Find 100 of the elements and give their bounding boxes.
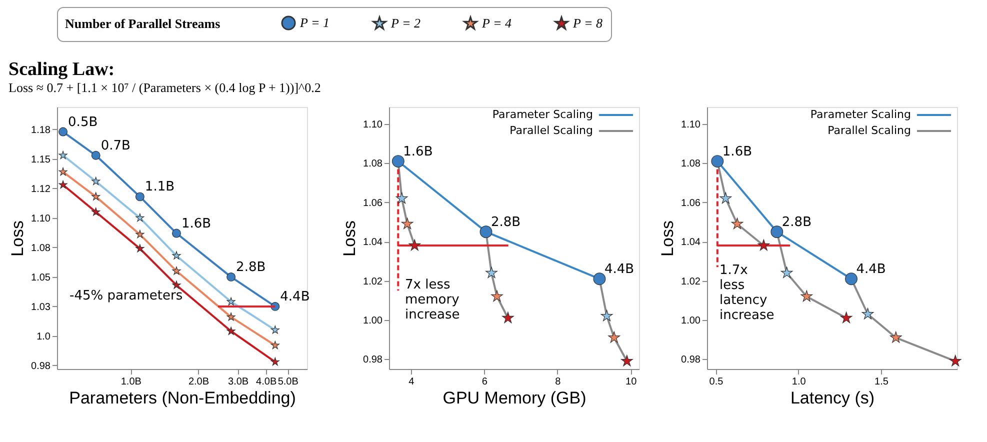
y-tick-label: 0.98 [31,360,51,372]
point [480,226,492,238]
point [845,272,858,286]
y-tick-label: 1.08 [363,158,383,170]
point [396,192,408,204]
legend-label: Parallel Scaling [828,124,911,137]
x-axis-title: GPU Memory (GB) [442,388,586,408]
point [620,354,633,366]
y-tick-label: 1.04 [363,237,383,248]
point [890,331,902,343]
annotation: 7x less memory increase [404,278,460,323]
point [600,310,613,322]
y-tick-label: 1.08 [31,242,51,254]
x-tick-label: 4 [408,376,415,388]
x-tick-label: 1.0 [792,376,806,388]
point [711,155,724,168]
x-tick-label: 4.0B [256,376,277,388]
annotation: 0.5B [68,114,98,130]
x-tick-label: 2.0B [188,376,210,388]
point [720,192,732,204]
y-tick-label: 1.10 [681,120,701,131]
legend-label: P = 1 [299,14,330,30]
legend-label: P = 4 [481,16,512,31]
point [92,192,100,200]
point [270,340,280,350]
point [136,213,144,222]
point [92,208,100,216]
point [136,244,144,252]
annotation: 2.8B [782,214,812,230]
y-tick-label: 1.05 [31,272,51,284]
annotation: 4.4B [856,262,886,277]
point [840,312,852,324]
point [862,308,874,320]
y-tick-label: 1.15 [31,154,51,166]
y-tick-label: 0.98 [363,354,383,366]
y-tick-label: 1.02 [681,276,701,288]
point [608,331,620,343]
point [92,176,100,186]
point [392,155,404,168]
y-axis-title: Loss [658,220,678,256]
point [408,239,421,251]
y-tick-label: 1.04 [681,237,701,248]
y-tick-label: 1.00 [681,316,701,327]
x-tick-label: 6 [482,376,488,388]
point [270,357,280,366]
point [226,272,236,282]
y-tick-label: 1.12 [31,184,51,195]
y-tick-label: 1.18 [31,124,51,136]
y-tick-label: 1.10 [363,120,383,131]
annotation: 1.7x less latency increase [720,263,774,324]
point [226,312,236,321]
point [949,354,962,366]
point [136,230,144,238]
chart-title: Scaling Law: [8,59,115,80]
point [226,297,236,306]
y-tick-label: 1.08 [681,158,701,170]
annotation: 2.8B [491,214,521,230]
x-tick-label: 1.0B [120,376,142,388]
x-tick-label: 0.5 [709,376,724,388]
y-axis-title: Loss [8,220,28,256]
point [270,326,280,334]
point [593,272,606,286]
annotation: 0.7B [100,138,130,154]
annotation: 1.1B [144,180,175,195]
point [135,192,144,202]
point [401,218,414,230]
legend-label: P = 2 [390,16,421,31]
annotation: 2.8B [236,260,266,275]
y-tick-label: 1.03 [31,302,51,313]
point [758,239,770,251]
point [780,266,793,278]
x-tick-label: 5.0B [278,376,299,388]
annotation: -45% parameters [70,288,183,304]
y-axis-title: Loss [340,220,360,256]
annotation: 4.4B [604,262,634,277]
chart-subtitle: Loss ≈ 0.7 + [1.1 × 10⁷ / (Parameters × (0.4 log P + 1))]^0.2 [8,80,321,95]
x-axis-title: Parameters (Non-Embedding) [69,388,296,408]
y-tick-label: 1.10 [31,213,51,224]
y-tick-label: 1.02 [363,276,383,288]
legend-label: P = 8 [572,16,603,31]
annotation: 1.6B [722,144,752,160]
legend-label: Parameter Scaling [492,108,593,121]
point [91,150,100,160]
point [800,290,813,302]
point [486,266,498,278]
legend-label: Parameter Scaling [810,108,911,121]
point [491,290,503,302]
y-tick-label: 1.06 [681,198,701,209]
annotation: 4.4B [280,289,310,304]
y-tick-label: 1.0 [36,331,51,342]
x-tick-label: 8 [555,376,562,388]
annotation: 1.6B [181,216,212,232]
y-tick-label: 0.98 [681,354,701,366]
point [731,218,744,230]
point [226,326,236,335]
point [770,226,784,238]
x-tick-label: 10 [626,376,638,388]
point [502,312,514,324]
x-tick-label: 3.0B [228,376,249,388]
annotation: 1.6B [403,144,433,160]
